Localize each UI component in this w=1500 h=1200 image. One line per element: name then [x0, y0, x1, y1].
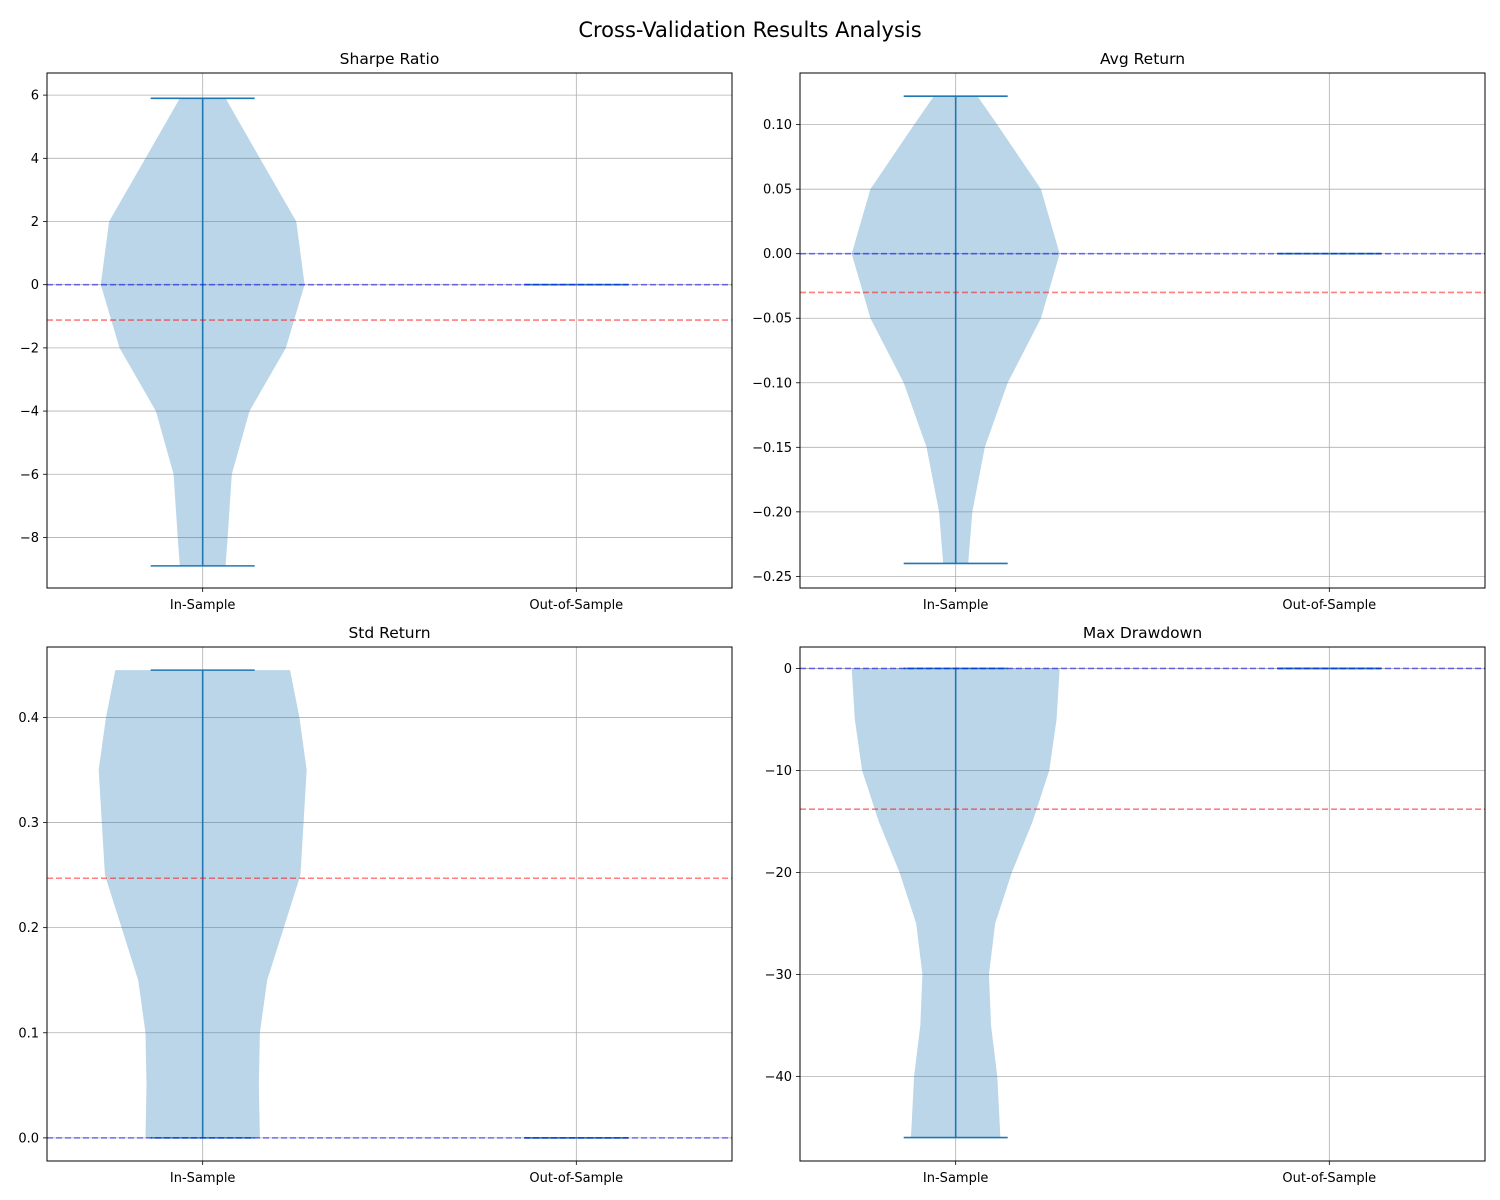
y-tick-label: −0.25 [752, 570, 792, 585]
axes-frame [799, 72, 1486, 589]
x-tick-label: Out-of-Sample [1282, 598, 1376, 613]
x-tick-label: In-Sample [923, 598, 989, 613]
figure-title: Cross-Validation Results Analysis [578, 18, 922, 42]
y-tick-label: 0 [784, 662, 792, 677]
axes-frame [46, 646, 733, 1162]
y-tick-label: −40 [765, 1070, 792, 1085]
y-tick-label: 0.3 [18, 816, 39, 831]
subplot-title: Avg Return [1100, 50, 1185, 68]
y-tick-label: 0.1 [18, 1026, 39, 1041]
y-tick-label: −0.05 [752, 312, 792, 327]
y-tick-label: 0.05 [763, 183, 792, 198]
y-tick-label: 0.4 [18, 711, 39, 726]
y-tick-label: −0.20 [752, 505, 792, 520]
axes-frame [799, 646, 1486, 1162]
y-tick-label: −20 [765, 866, 792, 881]
subplot-2: 0.0 0.1 0.2 0.3 0.4 In-Sample Out-of-Sample Std… [18, 624, 733, 1186]
y-tick-label: −0.15 [752, 441, 792, 456]
y-tick-label: 0.0 [18, 1131, 39, 1146]
subplot-1: −0.25 −0.20 −0.15 −0.10 −0.05 0.00 0.05 0.10 In-… [752, 50, 1486, 613]
y-tick-label: 0.2 [18, 921, 39, 936]
y-tick-label: −10 [765, 764, 792, 779]
subplot-0: −8 −6 −4 −2 0 2 4 6 In-Sample Out-of-Sample Sharpe… [20, 50, 733, 613]
y-tick-label: 2 [31, 215, 39, 230]
y-tick-label: 0.10 [763, 118, 792, 133]
y-tick-label: 0 [31, 278, 39, 293]
y-tick-label: 0.00 [763, 247, 792, 262]
subplot-3: −40 −30 −20 −10 0 In-Sample Out-of-Sample Max D… [765, 624, 1486, 1186]
subplot-title: Max Drawdown [1083, 624, 1202, 642]
x-tick-label: In-Sample [170, 1171, 236, 1186]
x-tick-label: Out-of-Sample [529, 598, 623, 613]
axes-frame [46, 72, 733, 589]
y-tick-label: −0.10 [752, 376, 792, 391]
y-tick-label: −6 [20, 468, 39, 483]
y-tick-label: −4 [20, 405, 39, 420]
x-tick-label: Out-of-Sample [1282, 1171, 1376, 1186]
y-tick-label: 4 [31, 152, 39, 167]
y-tick-label: 6 [31, 89, 39, 104]
y-tick-label: −30 [765, 968, 792, 983]
y-tick-label: −2 [20, 341, 39, 356]
x-tick-label: In-Sample [170, 598, 236, 613]
subplot-title: Sharpe Ratio [340, 50, 440, 68]
x-tick-label: In-Sample [923, 1171, 989, 1186]
y-tick-label: −8 [20, 531, 39, 546]
subplot-title: Std Return [348, 624, 430, 642]
x-tick-label: Out-of-Sample [529, 1171, 623, 1186]
